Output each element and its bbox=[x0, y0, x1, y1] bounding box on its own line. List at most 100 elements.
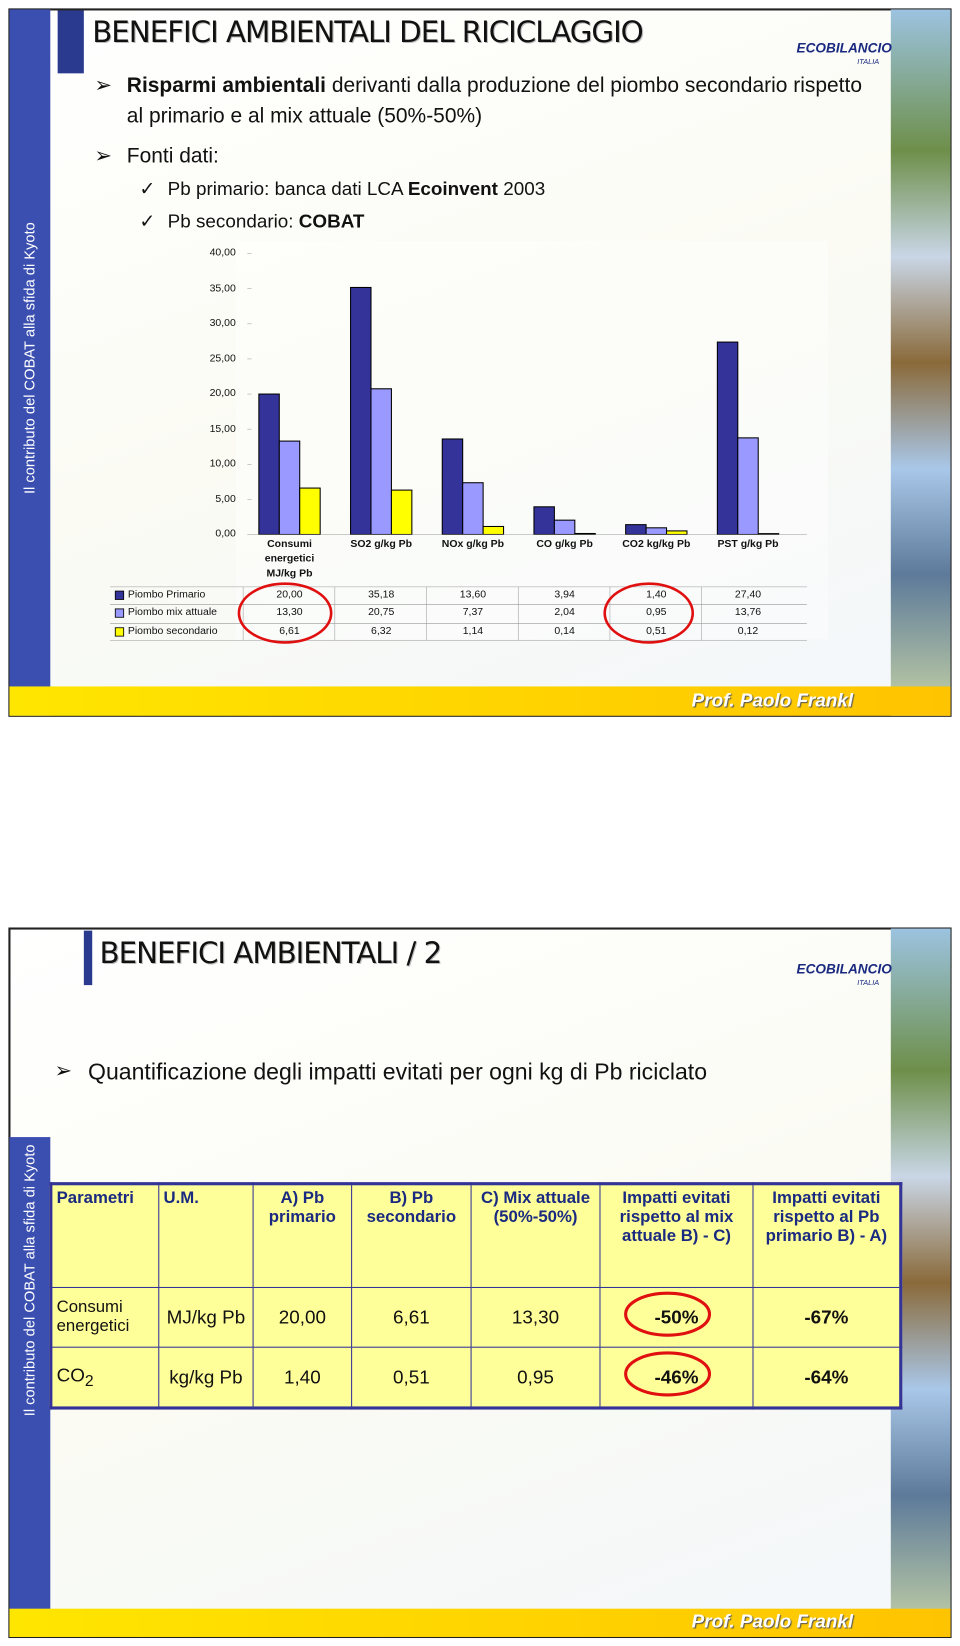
bullet: Fonti dati: bbox=[126, 144, 219, 168]
sub-bullet: Pb secondario: COBAT bbox=[168, 211, 365, 233]
y-tick-label: 5,00 bbox=[215, 493, 236, 505]
bar bbox=[278, 440, 301, 536]
legend-label: Piombo Primario bbox=[127, 588, 206, 601]
data-label: 13,30 bbox=[276, 606, 303, 619]
bar bbox=[625, 524, 647, 536]
data-label: 20,00 bbox=[276, 588, 303, 601]
x-tick-label: CO g/kg Pb bbox=[536, 538, 593, 551]
y-tick-label: 10,00 bbox=[209, 457, 236, 470]
data-label: 0,51 bbox=[646, 625, 667, 638]
header-cell: C) Mix attuale (50%-50%) bbox=[470, 1183, 601, 1288]
bullet: Risparmi ambientali derivanti dalla prod… bbox=[127, 71, 882, 132]
y-tick-label: 15,00 bbox=[209, 422, 236, 435]
x-tick-label: PST g/kg Pb bbox=[717, 538, 779, 551]
cell: 0,51 bbox=[351, 1346, 472, 1409]
text: CO bbox=[56, 1364, 85, 1386]
y-tick-label: 40,00 bbox=[209, 247, 236, 259]
data-label: 1,40 bbox=[646, 588, 667, 601]
legend-label: Piombo secondario bbox=[127, 625, 218, 638]
data-label: 20,75 bbox=[368, 606, 395, 619]
text-bold: COBAT bbox=[298, 210, 365, 232]
text: Pb primario: banca dati LCA bbox=[167, 178, 403, 200]
bar bbox=[441, 438, 464, 536]
header-cell: B) Pb secondario bbox=[351, 1183, 472, 1288]
cell: 13,30 bbox=[470, 1286, 601, 1348]
slide-title: BENEFICI AMBIENTALI / 2 bbox=[99, 935, 443, 971]
bar bbox=[390, 489, 413, 536]
cell: CO2 bbox=[50, 1346, 160, 1409]
text: 2003 bbox=[503, 178, 546, 200]
data-label: 13,60 bbox=[459, 588, 487, 601]
bar bbox=[482, 525, 505, 536]
bar bbox=[666, 530, 688, 536]
data-label: 1,14 bbox=[462, 625, 484, 638]
cell: 0,95 bbox=[470, 1346, 601, 1409]
data-label: 27,40 bbox=[734, 588, 762, 601]
header-cell: U.M. bbox=[158, 1183, 254, 1288]
logo: ECOBILANCIO bbox=[796, 39, 892, 56]
bullet-bold: Risparmi ambientali bbox=[126, 74, 326, 98]
bar bbox=[553, 519, 576, 536]
cell: -64% bbox=[752, 1346, 902, 1409]
header-row: Parametri U.M. A) Pb primario B) Pb seco… bbox=[50, 1183, 902, 1288]
cell: 1,40 bbox=[252, 1346, 353, 1409]
cell: kg/kg Pb bbox=[158, 1346, 254, 1409]
legend-swatch bbox=[114, 627, 125, 637]
footer-bar bbox=[9, 686, 951, 716]
bar bbox=[350, 286, 372, 536]
data-label: 7,37 bbox=[462, 606, 484, 619]
bullet-marker: ➢ bbox=[54, 1059, 73, 1083]
bar bbox=[716, 341, 739, 536]
bullet: Quantificazione degli impatti evitati pe… bbox=[88, 1058, 708, 1085]
check: ✓ bbox=[139, 210, 156, 232]
cell: -67% bbox=[752, 1286, 902, 1348]
photo-strip bbox=[890, 9, 951, 716]
x-tick-label: NOx g/kg Pb bbox=[441, 538, 505, 551]
bar bbox=[737, 437, 759, 536]
header-cell: Parametri bbox=[50, 1183, 160, 1288]
legend-label: Piombo mix attuale bbox=[127, 606, 217, 619]
bullet-text: derivanti dalla produzione del piombo se… bbox=[126, 74, 862, 128]
cell: 20,00 bbox=[252, 1286, 353, 1348]
logo-sub: ITALIA bbox=[857, 58, 880, 67]
data-label: 0,95 bbox=[646, 606, 667, 619]
legend-swatch bbox=[114, 590, 125, 600]
data-label: 2,04 bbox=[554, 606, 575, 619]
legend-swatch bbox=[114, 608, 125, 618]
check: ✓ bbox=[139, 178, 156, 200]
x-tick-label: Consumi energetici MJ/kg Pb bbox=[264, 538, 315, 580]
y-tick-label: 0,00 bbox=[215, 528, 236, 540]
highlight bbox=[624, 1351, 712, 1397]
data-label: 6,32 bbox=[371, 625, 392, 638]
x-tick-label: CO2 kg/kg Pb bbox=[622, 538, 691, 551]
sub-bullet: Pb primario: banca dati LCA Ecoinvent 20… bbox=[168, 178, 546, 200]
bar bbox=[645, 527, 668, 536]
bar bbox=[258, 393, 280, 536]
header-cell: Impatti evitati rispetto al Pb primario … bbox=[752, 1183, 902, 1288]
logo-sub: ITALIA bbox=[857, 979, 880, 988]
data-label: 3,94 bbox=[554, 588, 575, 601]
header-cell: Impatti evitati rispetto al mix attuale … bbox=[599, 1183, 754, 1288]
highlight bbox=[624, 1291, 712, 1337]
cell: 6,61 bbox=[351, 1286, 472, 1348]
text: Pb secondario: bbox=[167, 210, 294, 232]
bullet-marker: ➢ bbox=[94, 74, 112, 98]
side-strip bbox=[9, 9, 51, 716]
data-label: 35,18 bbox=[368, 588, 395, 601]
subscript: 2 bbox=[84, 1372, 94, 1390]
cell: MJ/kg Pb bbox=[158, 1286, 254, 1348]
data-label: 0,12 bbox=[737, 625, 759, 638]
header-cell: A) Pb primario bbox=[252, 1183, 353, 1288]
logo: ECOBILANCIO bbox=[796, 961, 892, 977]
data-label: 13,76 bbox=[734, 606, 762, 619]
bullet-marker: ➢ bbox=[94, 144, 112, 168]
y-tick-label: 25,00 bbox=[209, 352, 236, 365]
slide bbox=[8, 8, 952, 717]
x-tick-label: SO2 g/kg Pb bbox=[350, 538, 413, 551]
y-tick-label: 30,00 bbox=[209, 317, 236, 330]
title-accent bbox=[83, 930, 93, 986]
cell: Consumi energetici bbox=[50, 1286, 160, 1348]
